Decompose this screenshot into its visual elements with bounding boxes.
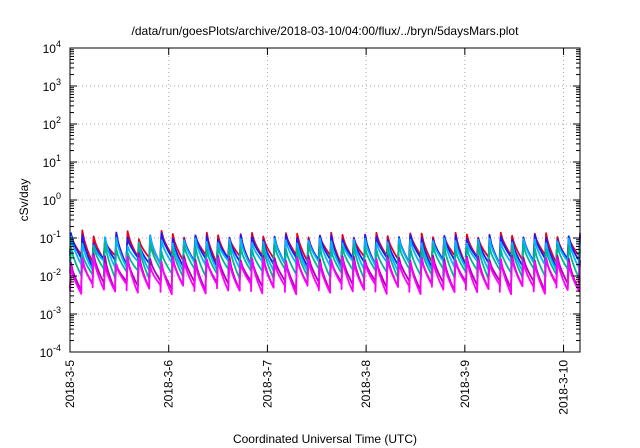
- chart-title: /data/run/goesPlots/archive/2018-03-10/0…: [132, 24, 520, 38]
- x-tick-label: 2018-3-10: [557, 360, 571, 415]
- series-line: [69, 252, 581, 292]
- series-layer: [69, 229, 581, 296]
- y-tick-label: 10-4: [40, 343, 61, 360]
- series-line: [69, 235, 581, 273]
- y-tick-label: 103: [43, 77, 61, 94]
- y-tick-label: 101: [43, 153, 61, 170]
- y-tick-label: 100: [43, 191, 61, 208]
- series-line: [69, 241, 581, 280]
- series-line: [69, 255, 581, 296]
- y-tick-label: 10-2: [40, 267, 61, 284]
- x-tick-label: 2018-3-9: [458, 360, 472, 408]
- x-tick-labels: 2018-3-5 2018-3-6 2018-3-7 2018-3-8 2018-3-9…: [63, 360, 571, 415]
- y-tick-label: 10-3: [40, 305, 61, 322]
- y-axis-label: cSv/day: [17, 179, 31, 222]
- x-tick-label: 2018-3-8: [359, 360, 373, 408]
- ticks: [69, 47, 580, 353]
- y-tick-labels: 10-4 10-3 10-2 10-1 100 101 102 103 104: [40, 39, 61, 360]
- x-axis-label: Coordinated Universal Time (UTC): [233, 432, 417, 446]
- y-tick-label: 102: [43, 115, 61, 132]
- x-tick-label: 2018-3-7: [260, 360, 274, 408]
- x-tick-label: 2018-3-5: [63, 360, 77, 408]
- x-tick-label: 2018-3-6: [162, 360, 176, 408]
- y-tick-label: 10-1: [40, 229, 61, 246]
- y-tick-label: 104: [43, 39, 61, 56]
